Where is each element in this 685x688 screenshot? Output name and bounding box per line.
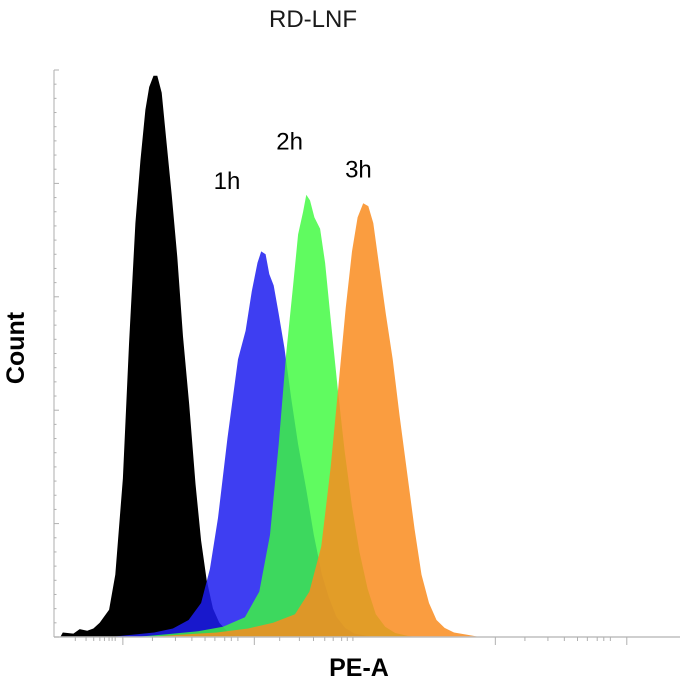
chart-title: RD-LNF bbox=[269, 6, 357, 33]
x-axis-label: PE-A bbox=[329, 654, 389, 682]
series-label-2h: 2h bbox=[276, 128, 303, 155]
axes bbox=[53, 69, 680, 645]
plot-area bbox=[54, 75, 480, 637]
y-axis-label: Count bbox=[2, 311, 30, 384]
series-label-1h: 1h bbox=[214, 168, 241, 195]
histogram-series-control bbox=[54, 75, 239, 637]
series-labels: 1h 2h 3h bbox=[214, 128, 372, 195]
series-label-3h: 3h bbox=[345, 157, 372, 184]
histogram-series-3h bbox=[147, 203, 480, 637]
